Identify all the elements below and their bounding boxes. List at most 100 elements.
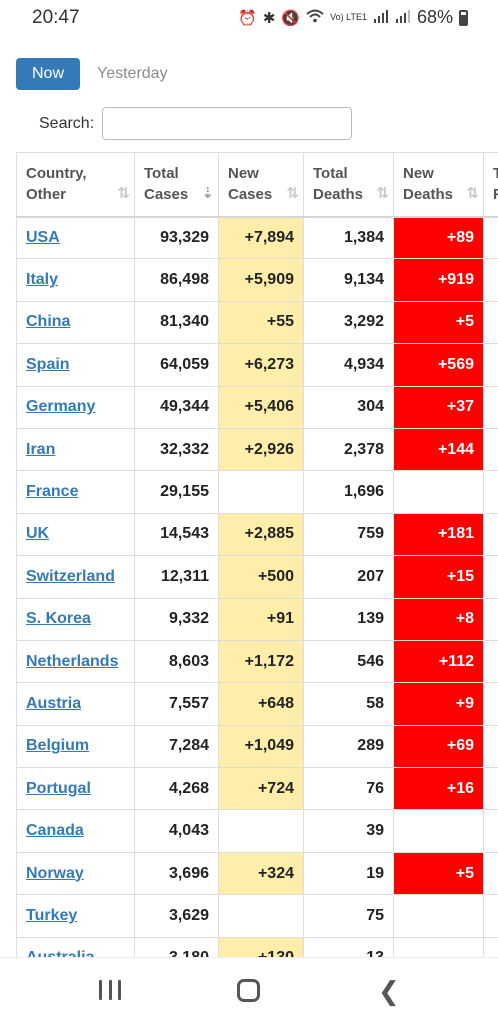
country-link[interactable]: Canada bbox=[26, 822, 84, 840]
country-cell: Austria bbox=[16, 682, 135, 726]
status-bar: 20:47 ⏰ ✱ 🔇 Vo) LTE1 68% bbox=[0, 0, 498, 36]
new-deaths-cell: +144 bbox=[393, 427, 484, 472]
country-cell: China bbox=[16, 300, 135, 345]
total-deaths-cell: 759 bbox=[303, 512, 394, 557]
signal-icon bbox=[373, 9, 389, 27]
new-cases-cell: +2,885 bbox=[218, 512, 304, 557]
country-cell: Switzerland bbox=[16, 555, 135, 599]
table-row: Austria 7,557 +648 58 +9 bbox=[16, 682, 498, 726]
new-deaths-cell bbox=[393, 936, 484, 957]
truncated-cell bbox=[483, 258, 498, 302]
new-cases-cell: +2,926 bbox=[218, 427, 304, 472]
total-deaths-cell: 139 bbox=[303, 597, 394, 641]
total-deaths-cell: 2,378 bbox=[303, 427, 394, 472]
table-row: Belgium 7,284 +1,049 289 +69 bbox=[16, 724, 498, 769]
header-truncated[interactable]: T R bbox=[483, 152, 498, 218]
country-link[interactable]: Belgium bbox=[26, 737, 90, 755]
country-link[interactable]: Austria bbox=[26, 694, 82, 712]
total-deaths-cell: 19 bbox=[303, 851, 394, 896]
new-cases-cell: +130 bbox=[218, 936, 304, 957]
new-cases-cell: +5,406 bbox=[218, 385, 304, 429]
total-cases-cell: 3,696 bbox=[134, 851, 219, 896]
table-row: Iran 32,332 +2,926 2,378 +144 bbox=[16, 427, 498, 472]
table-row: Australia 3,180+13013 bbox=[16, 936, 498, 957]
country-cell: Norway bbox=[16, 851, 135, 896]
country-link[interactable]: Australia bbox=[26, 949, 94, 957]
new-deaths-cell: +919 bbox=[393, 258, 484, 302]
table-row: USA 93,329 +7,894 1,384 +89 bbox=[16, 215, 498, 260]
country-link[interactable]: Italy bbox=[26, 271, 59, 289]
header-total-deaths[interactable]: Total Deaths ⇅ bbox=[303, 152, 394, 218]
new-cases-cell: +5,909 bbox=[218, 258, 304, 302]
total-deaths-cell: 3,292 bbox=[303, 300, 394, 345]
table-row: Netherlands 8,603 +1,172 546 +112 bbox=[16, 639, 498, 684]
table-row: Spain 64,059 +6,273 4,934 +569 bbox=[16, 343, 498, 387]
country-link[interactable]: China bbox=[26, 313, 71, 331]
total-deaths-cell: 1,696 bbox=[303, 470, 394, 514]
new-deaths-cell bbox=[393, 809, 484, 853]
country-cell: Spain bbox=[16, 343, 135, 387]
search-input[interactable] bbox=[102, 107, 352, 140]
total-cases-cell: 32,332 bbox=[134, 427, 219, 472]
header-new-cases[interactable]: New Cases ⇅ bbox=[218, 152, 304, 218]
table-body: USA 93,329 +7,894 1,384 +89 Italy 86,498 +5,909… bbox=[16, 215, 498, 957]
header-new-deaths[interactable]: New Deaths ⇅ bbox=[393, 152, 484, 218]
table-header-row: Country, Other ⇅ Total Cases ⇣ New Cases ⇅ … bbox=[16, 152, 498, 218]
battery-percent: 68% bbox=[416, 7, 453, 27]
total-cases-cell: 64,059 bbox=[134, 343, 219, 387]
country-link[interactable]: Turkey bbox=[26, 906, 78, 924]
new-cases-cell: +6,273 bbox=[218, 343, 304, 387]
total-cases-cell: 4,043 bbox=[134, 809, 219, 853]
country-link[interactable]: USA bbox=[26, 228, 60, 246]
new-deaths-cell: +5 bbox=[393, 300, 484, 345]
truncated-cell bbox=[483, 597, 498, 641]
total-cases-cell: 49,344 bbox=[134, 385, 219, 429]
new-deaths-cell: +569 bbox=[393, 343, 484, 387]
truncated-cell bbox=[483, 851, 498, 896]
header-country[interactable]: Country, Other ⇅ bbox=[16, 152, 135, 218]
total-deaths-cell: 75 bbox=[303, 894, 394, 938]
country-cell: Belgium bbox=[16, 724, 135, 769]
header-label: New Deaths bbox=[403, 165, 454, 203]
total-cases-cell: 7,284 bbox=[134, 724, 219, 769]
total-deaths-cell: 76 bbox=[303, 767, 394, 811]
truncated-cell bbox=[483, 427, 498, 472]
total-deaths-cell: 207 bbox=[303, 555, 394, 599]
tab-now[interactable]: Now bbox=[16, 58, 80, 90]
total-deaths-cell: 4,934 bbox=[303, 343, 394, 387]
cases-table-container[interactable]: Country, Other ⇅ Total Cases ⇣ New Cases ⇅ … bbox=[16, 152, 498, 957]
country-link[interactable]: UK bbox=[26, 525, 50, 543]
back-icon[interactable]: ❮ bbox=[378, 976, 400, 1006]
battery-icon bbox=[459, 9, 468, 26]
total-cases-cell: 8,603 bbox=[134, 639, 219, 684]
country-cell: Italy bbox=[16, 258, 135, 302]
header-total-cases[interactable]: Total Cases ⇣ bbox=[134, 152, 219, 218]
country-link[interactable]: Germany bbox=[26, 398, 96, 416]
country-link[interactable]: Switzerland bbox=[26, 567, 115, 585]
total-cases-cell: 9,332 bbox=[134, 597, 219, 641]
sort-icon: ⇅ bbox=[286, 184, 298, 202]
recent-apps-icon[interactable] bbox=[99, 980, 121, 1002]
country-link[interactable]: Iran bbox=[26, 440, 56, 458]
country-link[interactable]: Portugal bbox=[26, 779, 91, 797]
new-deaths-cell: +112 bbox=[393, 639, 484, 684]
home-icon[interactable] bbox=[237, 979, 260, 1002]
tab-yesterday[interactable]: Yesterday bbox=[97, 65, 168, 82]
new-deaths-cell: +37 bbox=[393, 385, 484, 429]
alarm-icon: ⏰ bbox=[238, 9, 257, 27]
new-deaths-cell: +69 bbox=[393, 724, 484, 769]
total-deaths-cell: 13 bbox=[303, 936, 394, 957]
truncated-cell bbox=[483, 343, 498, 387]
network-type-label: Vo) LTE1 bbox=[330, 12, 367, 22]
country-link[interactable]: S. Korea bbox=[26, 610, 91, 628]
status-icons: ⏰ ✱ 🔇 Vo) LTE1 68% bbox=[238, 7, 468, 28]
country-link[interactable]: Netherlands bbox=[26, 652, 119, 670]
country-link[interactable]: Spain bbox=[26, 355, 70, 373]
country-link[interactable]: France bbox=[26, 483, 79, 501]
country-cell: UK bbox=[16, 512, 135, 557]
country-link[interactable]: Norway bbox=[26, 864, 84, 882]
country-cell: USA bbox=[16, 215, 135, 260]
truncated-cell bbox=[483, 809, 498, 853]
total-cases-cell: 86,498 bbox=[134, 258, 219, 302]
total-deaths-cell: 1,384 bbox=[303, 215, 394, 260]
